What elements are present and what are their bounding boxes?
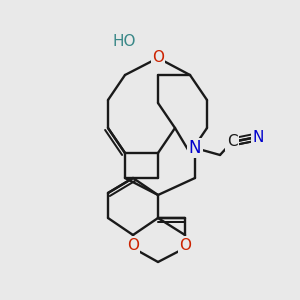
Text: N: N <box>252 130 263 146</box>
Text: O: O <box>127 238 139 253</box>
Text: N: N <box>189 139 201 157</box>
Text: O: O <box>152 50 164 65</box>
Text: C: C <box>227 134 237 149</box>
Text: HO: HO <box>112 34 136 50</box>
Text: O: O <box>179 238 191 253</box>
